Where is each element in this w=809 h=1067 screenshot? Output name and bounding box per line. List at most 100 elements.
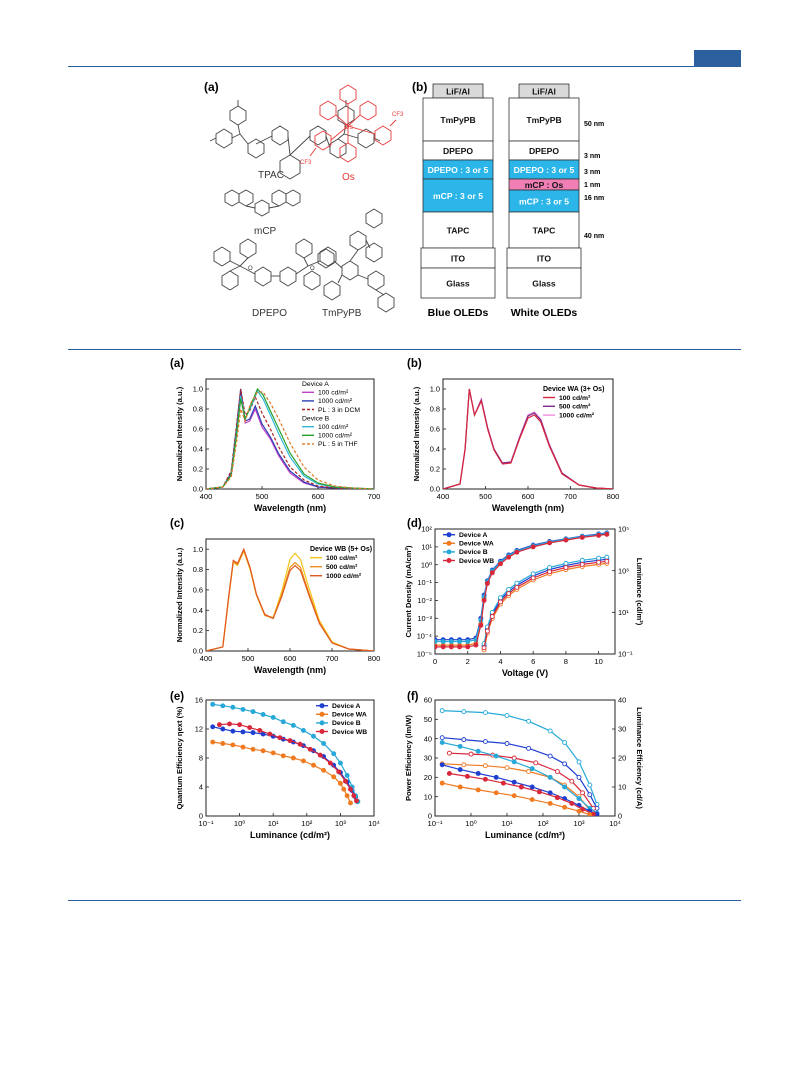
chart-e-series-0-point-4: [250, 730, 256, 736]
chart-c-xtick-label-4: 800: [368, 654, 381, 663]
chart-e-series-2-point-2: [230, 704, 236, 710]
chart-f-power-efficiency: (f)10⁻¹ 10⁰ 10¹ 10² 10³ 10⁴010203040506001020…: [405, 691, 644, 840]
blue-layer-label-7: Glass: [446, 278, 470, 288]
chart-d-series-3-point-0: [435, 644, 438, 650]
white-layer-8: [506, 267, 582, 299]
chart-e-series-1-point-9: [300, 758, 306, 764]
chart-f-panel-label: (f): [407, 691, 419, 703]
chart-f-series-1-point-4: [526, 745, 532, 751]
chart-d-panel-label: (d): [407, 518, 422, 530]
chart-f-series-3-point-2: [482, 763, 488, 769]
chart-e-series-3-point-15: [351, 793, 357, 799]
chart-f-series-4-point-7: [562, 784, 568, 790]
chart-f-series-7-point-9: [587, 812, 593, 816]
chart-e-series-2-point-4: [250, 709, 256, 715]
chart-f-series-0-point-2: [482, 710, 488, 716]
chart-b-ytick-label-5: 1.0: [430, 385, 440, 394]
chart-e-series-1-point-1: [220, 741, 226, 746]
chart-d-series-7-point-1: [484, 628, 490, 634]
chart-f-series-6: [449, 772, 594, 815]
chart-b-xtick-label-1: 500: [479, 492, 492, 501]
chart-e-series-0-point-3: [240, 729, 246, 735]
white-layer-label-8: Glass: [532, 278, 556, 288]
chart-c-xtick-label-1: 500: [242, 654, 255, 663]
chart-f-xtick-label-4: 10³: [574, 819, 585, 828]
chart-e-series-1-point-7: [280, 753, 286, 759]
chart-e-series-2-point-9: [300, 728, 306, 733]
chart-d-ytick-label-4: 10⁻¹: [417, 578, 432, 587]
chart-d-series-7: [483, 560, 607, 648]
chart-f-series-0-point-6: [562, 740, 568, 745]
chart-f-series-1-point-0: [439, 735, 445, 741]
chart-a-legend-head-4: Device B: [302, 415, 330, 422]
chart-d-legend-marker-0: [446, 532, 452, 538]
chart-d-series-3-point-7: [481, 597, 487, 603]
chart-d-frame: [434, 528, 616, 655]
blue-layer-4: [422, 178, 494, 213]
chart-e-series-2-point-14: [344, 772, 350, 778]
chart-f-series-6-point-1: [464, 773, 470, 779]
chart-d-series-7-point-6: [530, 575, 536, 581]
chart-f-series-1: [442, 737, 598, 809]
os-structure: [309, 84, 397, 163]
chart-e-series-3-point-14: [348, 786, 353, 792]
chart-f-series-2-point-5: [554, 769, 560, 774]
chart-e-legend-text-1: Device WA: [332, 712, 367, 719]
chart-f-ytick-label-2: 20: [424, 773, 432, 782]
chart-c-plot-area: [206, 547, 374, 651]
chart-c-ytick-label-4: 0.8: [193, 565, 203, 574]
tpac-label: TPAC: [258, 170, 284, 181]
chart-b-panel-label: (b): [407, 358, 422, 370]
chart-e-legend-marker-3: [319, 729, 325, 734]
chart-e-series-3-point-4: [257, 728, 263, 733]
chart-a-legend-text-7: PL : 5 in THF: [318, 441, 358, 448]
chart-d-series-3-point-3: [457, 644, 462, 650]
chart-e-series-1-point-13: [337, 780, 343, 786]
chart-b-ylabel: Normalized Intensity (a.u.): [412, 386, 421, 481]
chart-b-legend-title-0: Device WA (3+ Os): [543, 386, 604, 393]
chart-d-series-2-point-3: [457, 639, 462, 644]
chart-a-plot-area: [206, 387, 374, 489]
chart-e-series-1-point-6: [270, 750, 276, 756]
chart-d-series-6-point-7: [547, 565, 552, 570]
chart-f-ytick-label-3: 30: [424, 754, 432, 763]
chart-f-y2tick-label-3: 30: [618, 725, 626, 734]
tmpypb-label: TmPyPB: [322, 308, 362, 319]
chart-b-ytick-label-0: 0.0: [430, 485, 440, 494]
chart-b-ytick-label-4: 0.8: [430, 405, 440, 414]
blue-layer-1: [422, 97, 494, 142]
chart-d-series-3-point-5: [473, 642, 479, 648]
chart-c-ytick-label-0: 0.0: [193, 647, 203, 656]
chart-f-series-1-point-7: [576, 774, 582, 780]
chart-e-series-2-point-1: [220, 703, 226, 709]
chart-b-ytick-label-1: 0.2: [430, 465, 440, 474]
chart-e-series-3-point-10: [317, 752, 323, 758]
chart-b-xtick-label-4: 800: [607, 492, 620, 501]
os-label: Os: [342, 172, 355, 183]
chart-a-frame: [205, 378, 375, 490]
chart-d-series-3-point-12: [514, 549, 520, 555]
chart-b-xlabel: Wavelength (nm): [492, 503, 564, 513]
white-layer-label-2: DPEPO: [529, 146, 559, 156]
chart-d-series-6-point-8: [563, 560, 569, 566]
chart-d-jvl: (d) 0 2 4 6 8 10 10⁻⁵ 10⁻⁴ 10⁻³ 10⁻² 10⁻¹ 10⁰ 10¹ 10² 1…: [405, 518, 644, 678]
chart-a-xtick-label-3: 700: [368, 492, 381, 501]
chart-d-y2tick-label-0: 10⁻¹: [618, 650, 633, 659]
chart-d-series-2-point-1: [440, 639, 446, 644]
chart-f-xlabel: Luminance (cd/m²): [485, 830, 565, 840]
chart-f-series-0-point-8: [587, 782, 593, 788]
chart-d-series-3-point-6: [478, 622, 484, 628]
chart-e-series-1-point-0: [210, 739, 216, 745]
white-oleds-caption: White OLEDs: [511, 307, 578, 319]
chart-e-series-1-point-12: [331, 774, 337, 780]
chart-f-series-3-point-4: [526, 769, 532, 774]
chart-a-ytick-label-5: 1.0: [193, 385, 203, 394]
chart-a-legend-head-0: Device A: [302, 381, 329, 388]
chart-d-legend-marker-2: [446, 549, 452, 555]
chart-d-series-6-point-11: [604, 554, 610, 560]
chart-f-series-5-point-1: [457, 767, 463, 773]
chart-e-series-1-point-3: [240, 744, 246, 750]
